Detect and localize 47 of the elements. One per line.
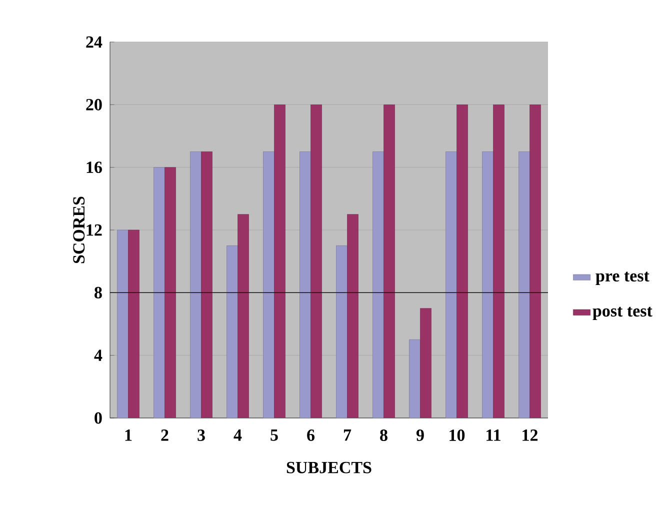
bar bbox=[201, 152, 212, 418]
bar bbox=[347, 214, 358, 418]
bar bbox=[446, 152, 457, 418]
bar bbox=[117, 230, 128, 418]
x-tick-label: 3 bbox=[198, 430, 205, 441]
bar bbox=[420, 308, 432, 418]
y-tick-label: 0 bbox=[94, 412, 102, 424]
y-axis-title: SCORES bbox=[73, 196, 85, 264]
y-tick-label: 20 bbox=[86, 98, 102, 110]
bar bbox=[530, 104, 541, 418]
bar bbox=[456, 104, 468, 418]
bar bbox=[274, 104, 286, 418]
bar bbox=[164, 167, 176, 418]
bar bbox=[493, 104, 504, 418]
y-tick-label: 4 bbox=[94, 350, 102, 361]
x-tick-label: 4 bbox=[234, 430, 242, 441]
bar bbox=[263, 152, 274, 418]
bar bbox=[336, 246, 348, 418]
legend-label: post test bbox=[592, 306, 652, 320]
x-tick-label: 7 bbox=[344, 430, 352, 441]
bar bbox=[238, 214, 249, 418]
bar bbox=[300, 152, 311, 418]
bar bbox=[190, 152, 202, 418]
x-tick-label: 1 bbox=[125, 430, 132, 441]
x-tick-label: 12 bbox=[522, 430, 538, 441]
bar bbox=[482, 152, 494, 418]
x-tick-label: 8 bbox=[380, 430, 388, 441]
bar bbox=[128, 230, 140, 418]
y-tick-label: 8 bbox=[94, 286, 102, 298]
bar bbox=[226, 246, 238, 418]
bar bbox=[154, 167, 165, 418]
y-tick-label: 12 bbox=[86, 224, 102, 236]
bar bbox=[409, 340, 420, 418]
legend-label: pre test bbox=[596, 272, 650, 285]
x-tick-label: 9 bbox=[416, 430, 424, 441]
y-tick-label: 24 bbox=[86, 36, 102, 48]
bar bbox=[310, 104, 322, 418]
x-tick-label: 6 bbox=[307, 430, 314, 441]
x-tick-label: 11 bbox=[486, 430, 500, 441]
x-axis-title: SUBJECTS bbox=[286, 462, 372, 474]
y-tick-label: 16 bbox=[86, 162, 102, 174]
x-tick-label: 2 bbox=[161, 430, 168, 441]
x-tick-label: 5 bbox=[270, 430, 278, 441]
bar bbox=[372, 152, 384, 418]
bar bbox=[518, 152, 530, 418]
x-tick-label: 10 bbox=[450, 430, 465, 441]
bar bbox=[384, 104, 395, 418]
